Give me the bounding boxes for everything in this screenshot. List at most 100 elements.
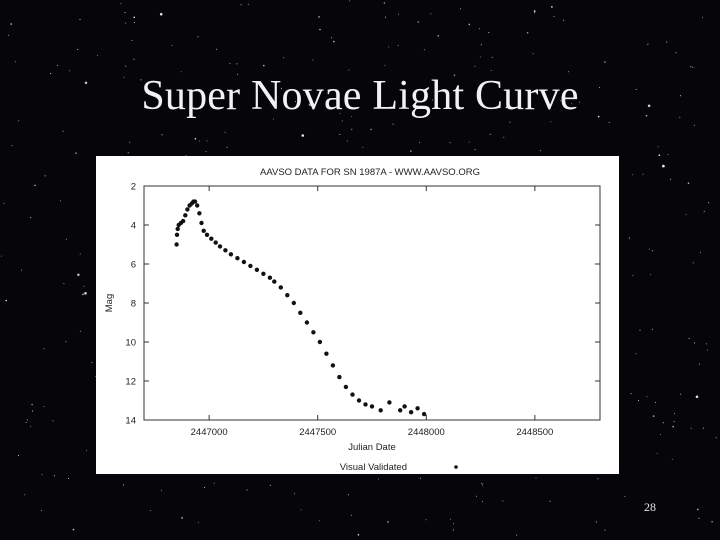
star: [8, 34, 10, 36]
star: [120, 3, 122, 5]
star: [79, 253, 81, 255]
light-curve-chart: AAVSO DATA FOR SN 1987A - WWW.AAVSO.ORG …: [104, 167, 601, 473]
star: [419, 477, 421, 479]
data-point: [254, 267, 260, 272]
data-point: [175, 226, 180, 232]
star: [341, 120, 343, 122]
star: [692, 262, 694, 264]
star: [181, 517, 183, 519]
star: [635, 353, 637, 355]
star: [670, 178, 672, 180]
star: [652, 415, 655, 417]
star: [654, 401, 656, 403]
star: [215, 48, 217, 50]
chart-panel: AAVSO DATA FOR SN 1987A - WWW.AAVSO.ORG …: [96, 156, 619, 474]
data-point: [185, 207, 190, 212]
star: [339, 133, 341, 135]
star: [503, 136, 505, 138]
star: [430, 13, 432, 15]
star: [377, 478, 379, 480]
star: [350, 514, 352, 516]
star: [453, 523, 454, 525]
star: [127, 152, 129, 154]
star: [468, 141, 470, 143]
star: [62, 130, 64, 132]
star: [125, 65, 127, 67]
star: [247, 3, 249, 5]
star: [197, 521, 199, 523]
star: [30, 217, 32, 219]
star: [685, 214, 687, 216]
star: [294, 493, 295, 495]
star: [392, 123, 394, 125]
star: [280, 87, 282, 89]
x-axis-label: Julian Date: [348, 442, 396, 453]
star: [318, 16, 320, 18]
star: [204, 487, 206, 489]
data-point: [235, 256, 240, 261]
star: [418, 141, 420, 143]
star: [43, 348, 45, 350]
star: [563, 19, 565, 21]
star: [549, 500, 551, 502]
star: [550, 121, 552, 123]
star: [205, 151, 207, 152]
star: [123, 484, 124, 486]
star: [481, 484, 483, 486]
legend: Visual Validated: [340, 462, 458, 473]
star: [595, 521, 597, 523]
y-axis-label: Mag: [104, 294, 115, 312]
star: [185, 155, 187, 157]
star: [312, 59, 314, 61]
star: [559, 100, 561, 102]
star: [642, 173, 644, 175]
star: [52, 420, 54, 422]
star: [161, 134, 163, 136]
star: [171, 45, 173, 46]
star: [63, 283, 65, 284]
star: [646, 396, 648, 398]
star: [708, 202, 710, 204]
star: [489, 133, 491, 135]
star: [236, 63, 238, 65]
star: [206, 140, 208, 142]
data-point: [174, 242, 179, 247]
star: [597, 478, 599, 480]
star: [14, 61, 16, 63]
data-point: [387, 400, 392, 405]
y-tick-label: 14: [125, 416, 136, 427]
star: [77, 49, 79, 50]
star: [679, 116, 681, 118]
star: [639, 329, 641, 331]
star: [85, 450, 87, 452]
star: [351, 128, 353, 130]
data-point: [267, 275, 273, 280]
star: [68, 478, 70, 479]
data-point: [317, 339, 323, 345]
star: [697, 508, 699, 511]
star: [57, 64, 59, 66]
star: [339, 113, 341, 115]
chart-title: AAVSO DATA FOR SN 1987A - WWW.AAVSO.ORG: [260, 167, 480, 178]
slide-title: Super Novae Light Curve: [141, 73, 579, 119]
star: [680, 95, 681, 97]
data-point: [421, 411, 427, 417]
star: [226, 146, 228, 148]
star: [452, 529, 454, 531]
star: [370, 128, 372, 131]
star: [703, 210, 705, 212]
y-tick-label: 2: [131, 182, 136, 193]
star: [50, 73, 52, 75]
data-point: [195, 203, 200, 208]
star: [197, 36, 199, 38]
star: [667, 154, 669, 155]
star: [10, 23, 12, 25]
star: [5, 299, 7, 302]
star: [652, 250, 654, 252]
star: [638, 400, 639, 401]
data-point: [330, 363, 336, 368]
star: [82, 293, 84, 296]
star: [383, 2, 386, 4]
star: [384, 65, 386, 67]
star: [124, 12, 126, 14]
